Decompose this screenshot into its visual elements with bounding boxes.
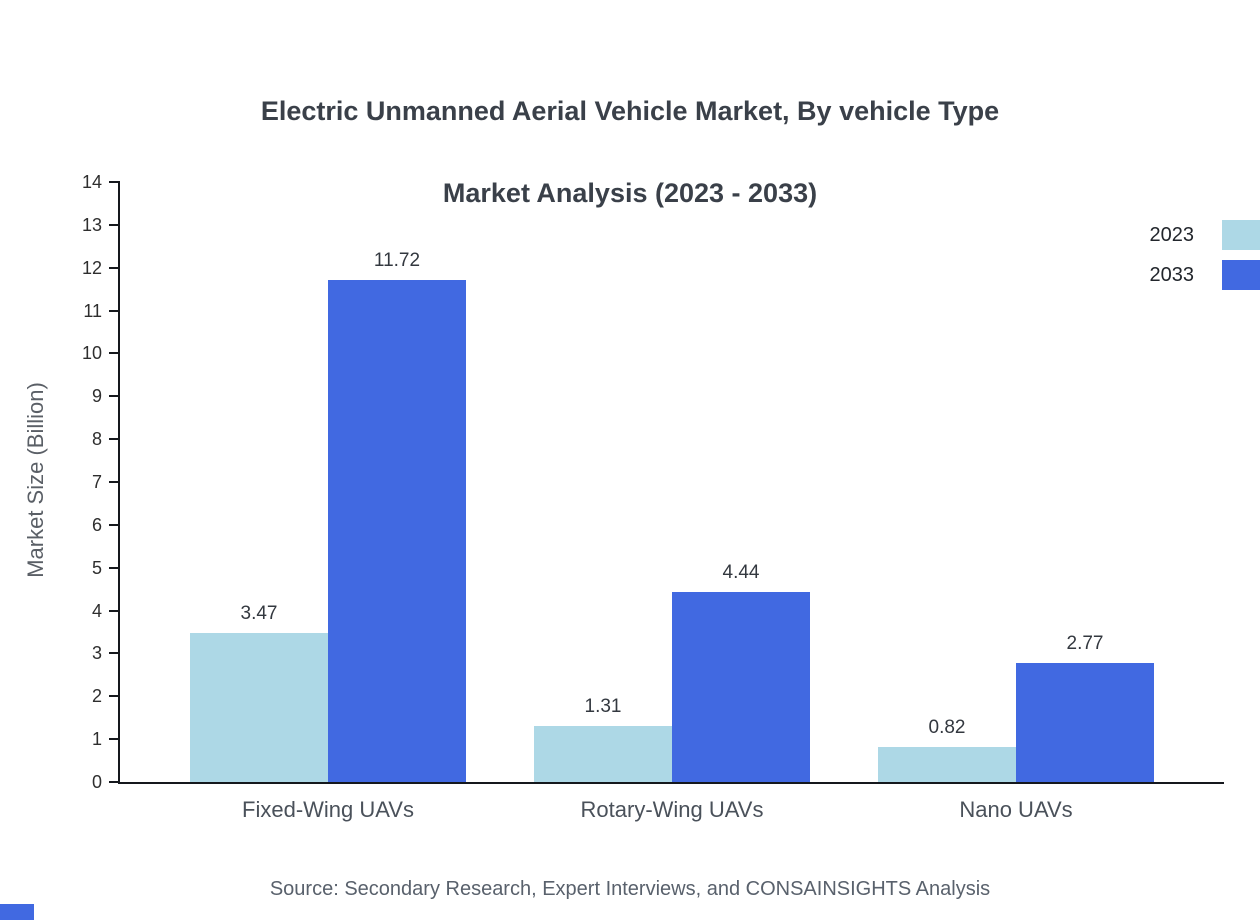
y-tick-mark [109, 695, 120, 698]
x-category-label: Rotary-Wing UAVs [580, 797, 764, 822]
y-tick-label: 12 [81, 257, 102, 278]
y-tick-mark [109, 181, 120, 183]
y-tick-mark [109, 309, 120, 312]
source-attribution: Source: Secondary Research, Expert Inter… [269, 878, 991, 900]
y-tick-mark [109, 352, 120, 355]
y-tick-label: 14 [81, 172, 102, 192]
y-tick-mark [109, 481, 120, 483]
bar-value-label: 1.31 [584, 695, 622, 717]
bar-value-label: 2.77 [1066, 633, 1104, 655]
y-tick-label: 5 [91, 557, 102, 578]
legend: 2023 2033 [1150, 220, 1260, 290]
legend-item-2033: 2033 [1150, 260, 1260, 290]
y-tick-label: 3 [91, 643, 102, 664]
legend-swatch-2033 [1222, 260, 1260, 290]
plot-area: 0 1 2 3 4 5 6 7 8 9 10 11 12 13 14 3.47 11.72 Fixed-Wing … [82, 172, 1224, 822]
legend-label-2033: 2033 [1149, 263, 1195, 286]
chart-title-line1: Electric Unmanned Aerial Vehicle Market,… [260, 96, 1000, 126]
bar-value-label: 4.44 [722, 561, 760, 583]
chart-title: Electric Unmanned Aerial Vehicle Market,… [0, 50, 1260, 255]
y-tick-label: 2 [91, 686, 102, 707]
y-tick-mark [109, 738, 120, 741]
bar-value-label: 11.72 [373, 249, 421, 271]
bar-value-label: 3.47 [240, 603, 278, 625]
y-tick-label: 11 [83, 300, 102, 321]
x-category-label: Fixed-Wing UAVs [242, 797, 414, 822]
y-tick-mark [109, 566, 120, 569]
y-tick-mark [109, 223, 120, 226]
bar-2023-nano-uavs [878, 746, 1016, 782]
legend-label-2023: 2023 [1149, 223, 1195, 246]
y-tick-label: 8 [91, 429, 102, 450]
x-category-label: Nano UAVs [959, 797, 1073, 822]
y-tick-label: 4 [91, 600, 102, 621]
bar-2033-nano-uavs [1016, 663, 1154, 782]
bottom-left-accent [0, 904, 34, 920]
bar-value-label: 0.82 [928, 716, 966, 738]
y-axis-title: Market Size (Billion) [23, 382, 48, 578]
y-tick-mark [109, 652, 120, 655]
legend-item-2023: 2023 [1150, 220, 1260, 250]
y-tick-mark [109, 609, 120, 612]
y-tick-label: 10 [81, 343, 102, 364]
legend-swatch-2023 [1222, 220, 1260, 250]
y-tick-label: 13 [81, 214, 102, 235]
y-tick-label: 9 [91, 386, 102, 407]
bar-2033-rotary-wing-uavs [672, 591, 810, 782]
bar-2033-fixed-wing-uavs [328, 279, 466, 782]
y-tick-label: 0 [91, 772, 102, 792]
y-tick-label: 1 [91, 729, 102, 750]
y-tick-mark [109, 781, 120, 783]
y-tick-mark [109, 523, 120, 526]
bar-2023-rotary-wing-uavs [534, 725, 672, 782]
y-tick-mark [109, 395, 120, 398]
y-tick-label: 6 [91, 514, 102, 535]
y-tick-label: 7 [91, 472, 102, 492]
chart-title-line2: Market Analysis (2023 - 2033) [442, 178, 818, 208]
bar-2023-fixed-wing-uavs [190, 633, 328, 782]
y-tick-mark [109, 266, 120, 269]
y-tick-mark [109, 438, 120, 441]
